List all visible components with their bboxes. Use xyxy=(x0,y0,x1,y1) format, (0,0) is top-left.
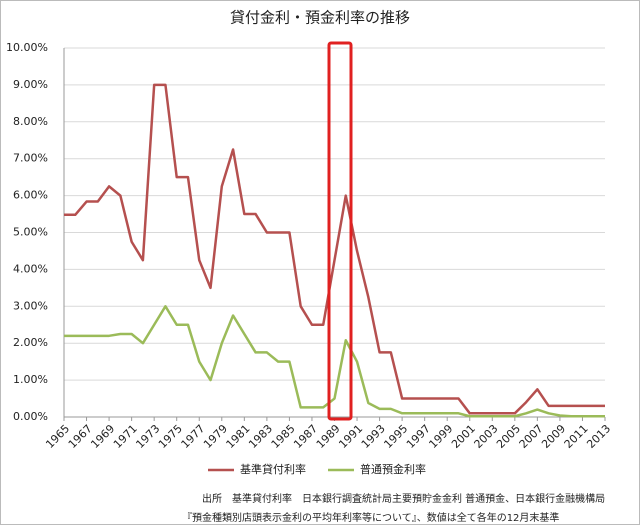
y-tick-label: 0.00% xyxy=(13,410,48,423)
y-tick-label: 3.00% xyxy=(13,299,48,312)
legend: 基準貸付利率 普通預金利率 xyxy=(208,462,426,476)
highlight-box xyxy=(327,41,353,421)
chart-title: 貸付金利・預金利率の推移 xyxy=(230,9,410,27)
series-line xyxy=(64,305,605,418)
source-note: 出所 基準貸付利率 日本銀行調査統計局主要預貯金金利 普通預金、日本銀行金融機構… xyxy=(202,492,605,505)
y-tick-label: 1.00% xyxy=(13,373,48,386)
legend-label: 普通預金利率 xyxy=(360,462,426,476)
series-line xyxy=(64,83,605,415)
y-tick-label: 10.00% xyxy=(6,41,48,54)
y-tick-label: 9.00% xyxy=(13,78,48,91)
y-tick-label: 7.00% xyxy=(13,152,48,165)
y-tick-label: 6.00% xyxy=(13,189,48,202)
y-tick-label: 5.00% xyxy=(13,226,48,239)
y-tick-label: 2.00% xyxy=(13,336,48,349)
legend-label: 基準貸付利率 xyxy=(240,462,306,476)
y-tick-label: 4.00% xyxy=(13,262,48,275)
y-tick-label: 8.00% xyxy=(13,115,48,128)
source-note: 『預金種類別店頭表示金利の平均年利率等について』、数値は全て各年の12月末基準 xyxy=(182,511,559,524)
